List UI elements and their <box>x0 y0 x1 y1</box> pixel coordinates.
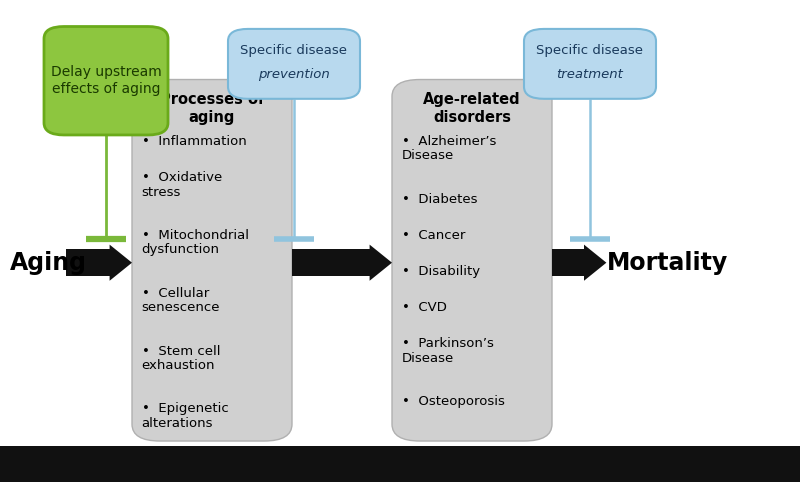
FancyBboxPatch shape <box>44 27 168 135</box>
Text: •  Inflammation: • Inflammation <box>142 135 246 148</box>
Text: •  Stem cell
exhaustion: • Stem cell exhaustion <box>142 345 220 372</box>
Text: •  Genomic
...: • Genomic ... <box>142 460 217 482</box>
Polygon shape <box>584 245 606 281</box>
Text: Aging: Aging <box>10 251 86 275</box>
Text: •  Oxidative
stress: • Oxidative stress <box>142 171 222 199</box>
Polygon shape <box>370 245 392 281</box>
FancyBboxPatch shape <box>0 446 800 482</box>
Text: prevention: prevention <box>258 68 330 81</box>
Text: •  Osteoporosis: • Osteoporosis <box>402 395 505 408</box>
Polygon shape <box>110 245 132 281</box>
Text: Specific disease: Specific disease <box>537 44 643 57</box>
Text: Mortality: Mortality <box>606 251 728 275</box>
Text: Processes of
aging: Processes of aging <box>160 92 264 124</box>
Polygon shape <box>292 250 370 276</box>
FancyBboxPatch shape <box>524 29 656 99</box>
Text: •  Diabetes: • Diabetes <box>402 193 477 206</box>
Text: treatment: treatment <box>557 68 623 81</box>
Text: •  Disability: • Disability <box>402 265 480 278</box>
Text: •  Cancer: • Cancer <box>402 229 465 242</box>
Text: Delay upstream
effects of aging: Delay upstream effects of aging <box>50 65 162 96</box>
Text: •  Cellular
senescence: • Cellular senescence <box>142 287 220 314</box>
Text: Age-related
disorders: Age-related disorders <box>423 92 521 124</box>
FancyBboxPatch shape <box>392 80 552 441</box>
Text: •  Alzheimer’s
Disease: • Alzheimer’s Disease <box>402 135 496 162</box>
Text: •  Mitochondrial
dysfunction: • Mitochondrial dysfunction <box>142 229 249 256</box>
FancyBboxPatch shape <box>228 29 360 99</box>
Text: Specific disease: Specific disease <box>241 44 347 57</box>
Text: •  Parkinson’s
Disease: • Parkinson’s Disease <box>402 337 494 365</box>
Polygon shape <box>552 250 584 276</box>
Polygon shape <box>66 250 110 276</box>
Text: •  CVD: • CVD <box>402 301 446 314</box>
FancyBboxPatch shape <box>132 80 292 441</box>
Text: •  Epigenetic
alterations: • Epigenetic alterations <box>142 402 228 430</box>
